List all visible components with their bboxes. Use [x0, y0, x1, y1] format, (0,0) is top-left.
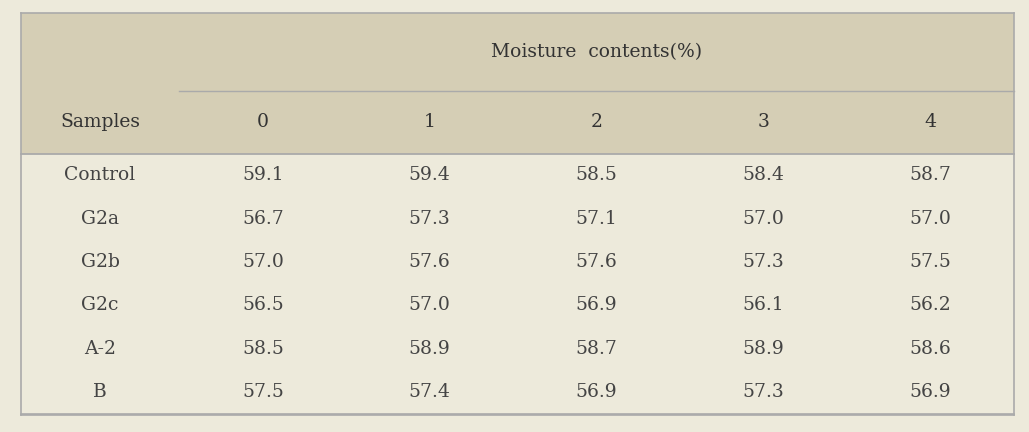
Text: 56.7: 56.7 — [242, 210, 284, 228]
Text: 56.5: 56.5 — [242, 296, 284, 314]
FancyBboxPatch shape — [21, 154, 1014, 414]
Text: 2: 2 — [591, 114, 603, 131]
Text: 57.0: 57.0 — [409, 296, 451, 314]
Text: G2c: G2c — [81, 296, 118, 314]
Text: 58.5: 58.5 — [242, 340, 284, 358]
Text: 58.4: 58.4 — [742, 166, 784, 184]
Text: 57.0: 57.0 — [742, 210, 784, 228]
Text: 59.4: 59.4 — [409, 166, 451, 184]
Text: 57.1: 57.1 — [575, 210, 617, 228]
Text: 57.6: 57.6 — [409, 253, 451, 271]
Text: 57.5: 57.5 — [242, 383, 284, 401]
Text: 57.4: 57.4 — [409, 383, 451, 401]
Text: Moisture  contents(%): Moisture contents(%) — [491, 43, 702, 61]
Text: 57.0: 57.0 — [242, 253, 284, 271]
Text: G2b: G2b — [80, 253, 119, 271]
Text: 57.0: 57.0 — [910, 210, 951, 228]
Text: 57.5: 57.5 — [910, 253, 951, 271]
Text: 58.7: 58.7 — [910, 166, 951, 184]
Text: 59.1: 59.1 — [242, 166, 284, 184]
FancyBboxPatch shape — [21, 13, 1014, 154]
Text: 56.1: 56.1 — [743, 296, 784, 314]
Text: 4: 4 — [924, 114, 936, 131]
Text: 56.9: 56.9 — [910, 383, 951, 401]
Text: 0: 0 — [257, 114, 269, 131]
Text: 58.9: 58.9 — [743, 340, 784, 358]
Text: 58.7: 58.7 — [575, 340, 617, 358]
Text: 58.5: 58.5 — [575, 166, 617, 184]
Text: 57.6: 57.6 — [575, 253, 617, 271]
Text: 56.2: 56.2 — [910, 296, 951, 314]
Text: 58.9: 58.9 — [409, 340, 451, 358]
Text: Samples: Samples — [60, 114, 140, 131]
Text: B: B — [94, 383, 107, 401]
Text: 57.3: 57.3 — [743, 253, 784, 271]
Text: 56.9: 56.9 — [575, 296, 617, 314]
Text: 57.3: 57.3 — [409, 210, 451, 228]
Text: 3: 3 — [757, 114, 770, 131]
Text: 58.6: 58.6 — [910, 340, 951, 358]
Text: 57.3: 57.3 — [743, 383, 784, 401]
Text: 1: 1 — [424, 114, 435, 131]
Text: Control: Control — [65, 166, 136, 184]
Text: A-2: A-2 — [84, 340, 116, 358]
Text: 56.9: 56.9 — [575, 383, 617, 401]
Text: G2a: G2a — [81, 210, 119, 228]
